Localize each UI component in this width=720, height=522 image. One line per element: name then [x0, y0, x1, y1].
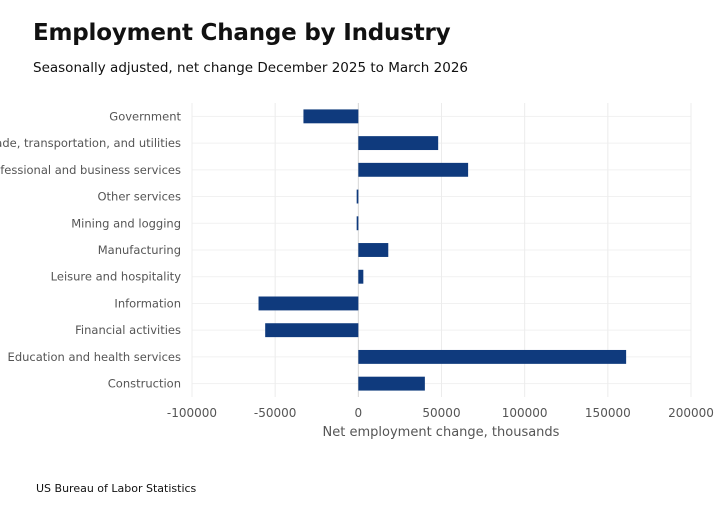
- category-label: Other services: [98, 190, 182, 204]
- x-tick-label: 150000: [585, 406, 631, 420]
- bar: [358, 243, 389, 257]
- bar: [358, 376, 425, 391]
- category-label: Mining and logging: [71, 216, 181, 230]
- bar: [303, 109, 359, 124]
- category-label: Construction: [108, 377, 181, 391]
- category-labels: Government Trade, transportation, and uti…: [0, 109, 181, 390]
- category-label: Leisure and hospitality: [51, 270, 182, 284]
- x-tick-label: 50000: [422, 406, 460, 420]
- x-tick-labels: -100000 -50000 0 50000 100000 150000 200000: [167, 406, 714, 420]
- x-axis-title: Net employment change, thousands: [323, 425, 560, 440]
- bar: [358, 136, 439, 151]
- chart-subtitle: Seasonally adjusted, net change December…: [33, 60, 468, 76]
- category-label: Information: [114, 296, 181, 310]
- chart-title: Employment Change by Industry: [33, 20, 451, 46]
- bars: [258, 109, 627, 391]
- category-label: Professional and business services: [0, 163, 181, 177]
- category-label: Trade, transportation, and utilities: [0, 136, 181, 150]
- bar: [265, 323, 359, 338]
- gridlines: [191, 103, 692, 397]
- source-note: US Bureau of Labor Statistics: [36, 482, 197, 495]
- category-label: Manufacturing: [98, 243, 181, 257]
- x-tick-label: 200000: [668, 406, 714, 420]
- category-label: Financial activities: [75, 323, 181, 337]
- x-tick-label: 0: [355, 406, 363, 420]
- x-tick-label: -100000: [167, 406, 217, 420]
- bar: [358, 269, 364, 284]
- bar: [358, 162, 469, 177]
- x-tick-label: 100000: [502, 406, 548, 420]
- bar: [358, 349, 627, 364]
- bar: [356, 216, 359, 231]
- x-tick-label: -50000: [254, 406, 297, 420]
- bar: [258, 296, 359, 311]
- bar: [356, 189, 359, 204]
- category-label: Government: [109, 109, 181, 123]
- category-label: Education and health services: [8, 350, 181, 364]
